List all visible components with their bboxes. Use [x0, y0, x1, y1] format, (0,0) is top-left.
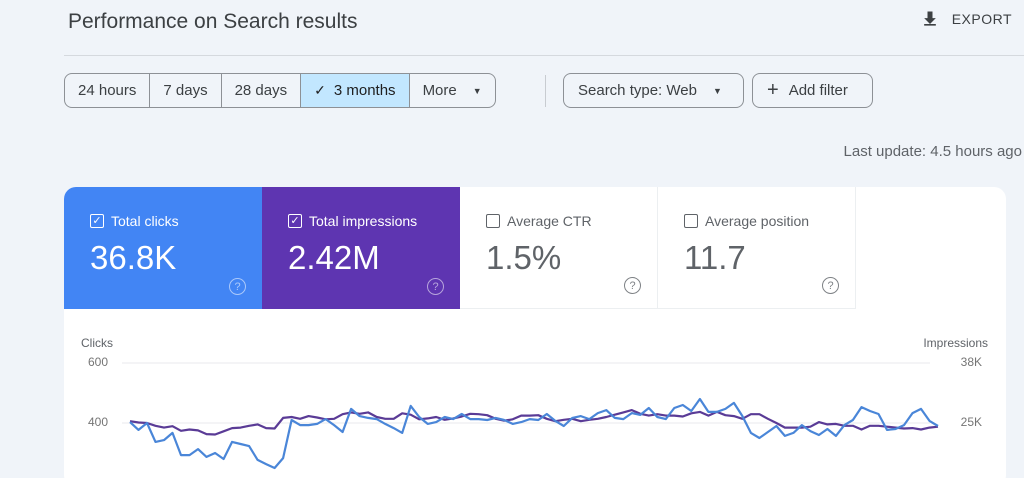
metric-label: Average CTR [507, 213, 592, 229]
date-option-28-days[interactable]: 28 days [222, 74, 302, 107]
download-icon [923, 11, 936, 26]
metric-tabs: ✓ Total clicks 36.8K ? ✓ Total impressions… [64, 187, 1006, 309]
performance-line-chart[interactable] [64, 187, 1006, 478]
impressions-line [129, 409, 939, 436]
metric-total-impressions[interactable]: ✓ Total impressions 2.42M ? [262, 187, 460, 309]
metric-average-ctr[interactable]: Average CTR 1.5% ? [460, 187, 658, 309]
date-range-selector: 24 hours 7 days 28 days ✓ 3 months More ▼ [64, 73, 496, 108]
metric-label: Average position [705, 213, 810, 229]
metric-label: Total impressions [309, 213, 418, 229]
checkbox-checked-icon[interactable]: ✓ [288, 214, 302, 228]
caret-down-icon: ▼ [472, 85, 482, 96]
date-option-label: 3 months [333, 82, 396, 99]
performance-card: ✓ Total clicks 36.8K ? ✓ Total impressions… [64, 187, 1006, 478]
metric-value: 11.7 [684, 239, 746, 276]
left-axis-tick: 600 [88, 355, 109, 369]
help-icon[interactable]: ? [624, 277, 641, 294]
metric-value: 1.5% [486, 239, 562, 276]
checkbox-unchecked-icon[interactable] [486, 214, 500, 228]
metric-label: Total clicks [111, 213, 179, 229]
search-type-label: Search type: Web [578, 82, 697, 99]
toolbar-separator [545, 75, 546, 107]
export-label: EXPORT [951, 11, 1012, 27]
metric-value: 2.42M [288, 239, 380, 276]
checkbox-unchecked-icon[interactable] [684, 214, 698, 228]
add-filter-button[interactable]: + Add filter [752, 73, 873, 108]
checkbox-checked-icon[interactable]: ✓ [90, 214, 104, 228]
date-option-3-months[interactable]: ✓ 3 months [301, 74, 410, 107]
left-axis-title: Clicks [81, 336, 113, 350]
metric-value: 36.8K [90, 239, 177, 276]
date-option-7-days[interactable]: 7 days [150, 74, 222, 107]
page-title: Performance on Search results [68, 10, 358, 33]
help-icon[interactable]: ? [229, 278, 246, 295]
add-filter-label: Add filter [788, 82, 848, 99]
left-axis-tick: 400 [88, 415, 109, 429]
check-icon: ✓ [314, 82, 326, 98]
clicks-line [129, 397, 939, 470]
date-option-more[interactable]: More ▼ [410, 74, 495, 107]
help-icon[interactable]: ? [822, 277, 839, 294]
metric-average-position[interactable]: Average position 11.7 ? [658, 187, 856, 309]
header-divider [64, 55, 1024, 56]
export-button[interactable]: EXPORT [920, 9, 1012, 29]
right-axis-tick: 38K [960, 355, 982, 369]
help-icon[interactable]: ? [427, 278, 444, 295]
date-option-label: 24 hours [78, 82, 137, 99]
plus-icon: + [767, 79, 779, 101]
date-option-label: 28 days [234, 82, 288, 99]
right-axis-title: Impressions [923, 336, 988, 350]
date-option-label: More [422, 82, 457, 99]
right-axis-tick: 25K [960, 415, 982, 429]
date-option-label: 7 days [163, 82, 208, 99]
search-type-dropdown[interactable]: Search type: Web ▼ [563, 73, 744, 108]
caret-down-icon: ▼ [712, 85, 722, 96]
last-update-text: Last update: 4.5 hours ago [843, 143, 1022, 160]
date-option-24-hours[interactable]: 24 hours [65, 74, 151, 107]
metric-total-clicks[interactable]: ✓ Total clicks 36.8K ? [64, 187, 262, 309]
